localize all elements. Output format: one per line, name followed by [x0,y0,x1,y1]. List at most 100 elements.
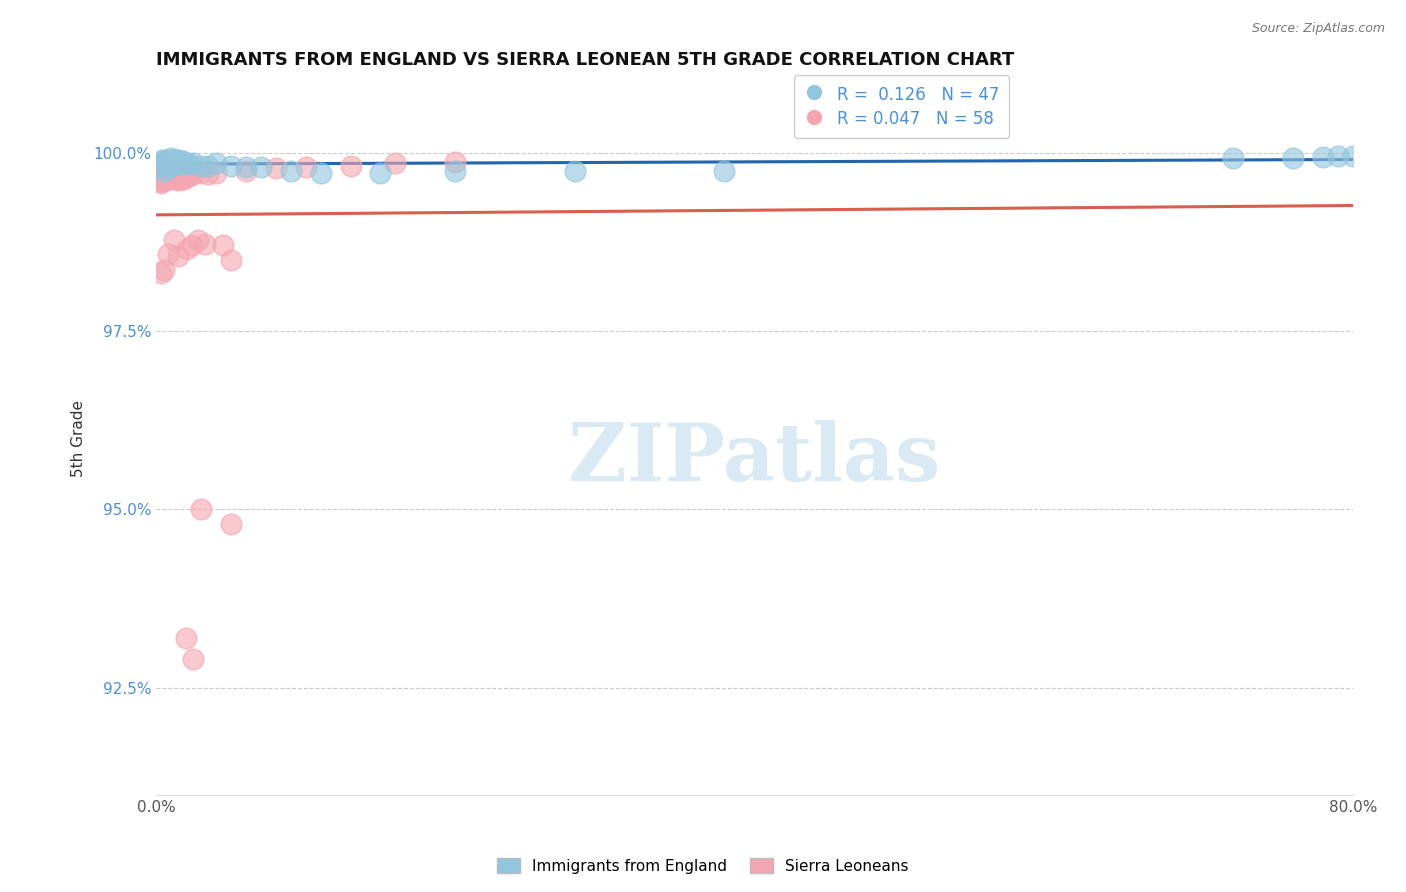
Point [166,172,188,186]
Point [162,157,184,171]
Point [183,652,205,666]
Point [153,153,176,167]
Point [205,166,228,180]
Point [190,159,212,173]
Point [219,516,242,531]
Point [444,155,467,169]
Point [169,154,191,169]
Point [152,163,174,178]
Point [205,156,228,170]
Point [152,156,174,170]
Point [235,163,257,178]
Point [156,153,179,167]
Point [169,170,191,185]
Point [219,159,242,173]
Point [219,252,242,267]
Point [183,156,205,170]
Point [174,169,197,183]
Point [166,157,188,171]
Point [160,170,183,185]
Point [153,169,176,183]
Point [159,154,181,169]
Point [155,159,177,173]
Point [294,160,316,174]
Point [150,153,173,167]
Point [190,502,212,516]
Point [156,247,179,261]
Point [190,166,212,180]
Point [162,153,184,167]
Text: IMMIGRANTS FROM ENGLAND VS SIERRA LEONEAN 5TH GRADE CORRELATION CHART: IMMIGRANTS FROM ENGLAND VS SIERRA LEONEA… [156,51,1014,69]
Legend: R =  0.126   N = 47, R = 0.047   N = 58: R = 0.126 N = 47, R = 0.047 N = 58 [793,76,1010,138]
Point [149,266,172,280]
Point [156,166,179,180]
Point [165,170,187,185]
Point [149,170,172,185]
Point [235,160,257,174]
Point [156,156,179,170]
Point [173,172,195,186]
Point [264,161,287,176]
Point [177,169,200,183]
Point [146,160,169,174]
Point [150,169,173,183]
Point [370,166,392,180]
Point [1282,151,1305,165]
Point [155,166,177,180]
Point [172,170,194,185]
Point [249,160,271,174]
Point [167,249,190,263]
Point [149,163,172,178]
Point [170,172,193,186]
Point [156,170,179,185]
Point [167,153,190,167]
Point [280,163,302,178]
Point [444,163,467,178]
Point [148,163,170,178]
Point [150,163,173,178]
Point [339,159,361,173]
Point [163,169,186,183]
Point [148,174,170,188]
Point [176,242,198,256]
Point [172,154,194,169]
Point [153,156,176,170]
Point [181,238,204,252]
Point [146,167,169,181]
Point [152,173,174,187]
Point [183,167,205,181]
Point [152,169,174,183]
Point [177,157,200,171]
Legend: Immigrants from England, Sierra Leoneans: Immigrants from England, Sierra Leoneans [491,852,915,880]
Point [160,166,183,180]
Point [197,167,219,181]
Point [174,631,197,645]
Point [173,155,195,169]
Point [152,263,174,277]
Point [187,233,209,247]
Point [1326,149,1348,163]
Point [194,237,217,252]
Point [155,170,177,185]
Point [170,156,193,170]
Point [159,160,181,174]
Text: Source: ZipAtlas.com: Source: ZipAtlas.com [1251,22,1385,36]
Point [153,163,176,178]
Point [1312,150,1334,164]
Point [166,153,188,167]
Point [159,167,181,181]
Point [148,169,170,183]
Point [163,153,186,167]
Point [149,160,172,174]
Point [197,159,219,173]
Point [162,169,184,183]
Point [384,156,406,170]
Point [155,154,177,169]
Point [165,156,187,170]
Point [212,238,235,252]
Text: ZIPatlas: ZIPatlas [568,420,941,499]
Point [160,152,183,166]
Point [564,163,586,178]
Point [1222,152,1244,166]
Point [153,173,176,187]
